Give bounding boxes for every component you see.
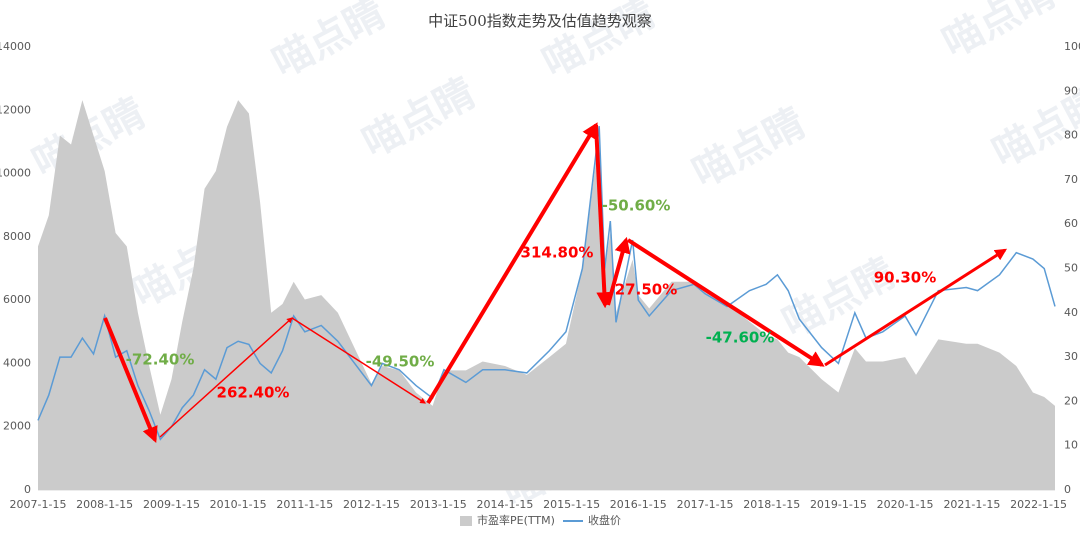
x-tick-label: 2021-1-15 [943, 498, 1000, 511]
trend-arrow [159, 317, 293, 438]
x-tick-label: 2008-1-15 [76, 498, 133, 511]
y-tick-label: 14000 [0, 40, 31, 53]
y2-tick-label: 50 [1064, 262, 1078, 275]
y2-tick-label: 80 [1064, 129, 1078, 142]
watermark: 喵点睛 [265, 0, 393, 87]
x-tick-label: 2017-1-15 [677, 498, 734, 511]
x-tick-label: 2019-1-15 [810, 498, 867, 511]
watermark: 喵点睛 [355, 70, 483, 167]
trend-arrow [103, 317, 158, 443]
x-tick-label: 2014-1-15 [476, 498, 533, 511]
pe-area [38, 100, 1055, 490]
x-tick-label: 2010-1-15 [210, 498, 267, 511]
x-tick-label: 2015-1-15 [543, 498, 600, 511]
legend-label: 收盘价 [588, 513, 621, 527]
x-tick-label: 2007-1-15 [10, 498, 67, 511]
y-tick-label: 8000 [3, 230, 31, 243]
legend-swatch [460, 516, 472, 526]
y-tick-label: 6000 [3, 293, 31, 306]
y-tick-label: 0 [24, 483, 31, 496]
watermark: 喵点睛 [935, 0, 1063, 67]
x-tick-label: 2011-1-15 [276, 498, 333, 511]
chart-title: 中证500指数走势及估值趋势观察 [428, 12, 652, 30]
y2-tick-label: 40 [1064, 306, 1078, 319]
annotation: 90.30% [874, 269, 936, 287]
trend-arrow [291, 317, 427, 404]
y2-tick-label: 60 [1064, 217, 1078, 230]
x-tick-label: 2013-1-15 [410, 498, 467, 511]
legend-label: 市盈率PE(TTM) [477, 513, 555, 527]
annotation: -72.40% [126, 351, 195, 369]
annotation: 27.50% [615, 281, 677, 299]
y-tick-label: 10000 [0, 167, 31, 180]
annotation: -47.60% [706, 329, 775, 347]
trend-arrow [824, 248, 1008, 367]
y2-tick-label: 10 [1064, 439, 1078, 452]
y2-tick-label: 0 [1064, 483, 1071, 496]
annotation: 314.80% [521, 244, 594, 262]
y-tick-label: 4000 [3, 356, 31, 369]
y2-tick-label: 70 [1064, 173, 1078, 186]
trend-arrow [626, 238, 825, 367]
annotation: -49.50% [366, 353, 435, 371]
watermark: 喵点睛 [685, 100, 813, 197]
trend-arrow [606, 236, 631, 306]
x-tick-label: 2009-1-15 [143, 498, 200, 511]
y-tick-label: 12000 [0, 103, 31, 116]
x-tick-label: 2022-1-15 [1010, 498, 1067, 511]
x-tick-label: 2018-1-15 [743, 498, 800, 511]
y2-tick-label: 90 [1064, 84, 1078, 97]
x-tick-label: 2020-1-15 [877, 498, 934, 511]
trend-arrow [426, 122, 598, 405]
x-tick-label: 2012-1-15 [343, 498, 400, 511]
y2-tick-label: 20 [1064, 394, 1078, 407]
x-tick-label: 2016-1-15 [610, 498, 667, 511]
trend-arrow [594, 124, 613, 309]
y2-tick-label: 100 [1064, 40, 1080, 53]
y2-tick-label: 30 [1064, 350, 1078, 363]
annotation: -50.60% [602, 197, 671, 215]
annotation: 262.40% [217, 384, 290, 402]
y-tick-label: 2000 [3, 420, 31, 433]
watermark: 喵点睛 [775, 250, 903, 347]
